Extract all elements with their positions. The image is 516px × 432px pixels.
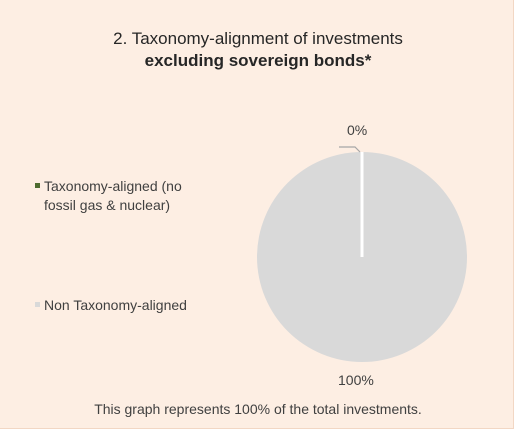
data-label-leader-line: [339, 146, 361, 153]
chart-title: 2. Taxonomy-alignment of investments: [113, 29, 403, 48]
data-label-aligned: 0%: [347, 122, 368, 138]
legend-swatch-aligned: [35, 183, 40, 188]
legend-item-non-aligned: Non Taxonomy-aligned: [35, 296, 254, 315]
legend-item-taxonomy-aligned: Taxonomy-aligned (no fossil gas & nuclea…: [35, 177, 254, 215]
legend-label-aligned-line1: Taxonomy-aligned (no: [44, 178, 182, 194]
legend-label-non-aligned: Non Taxonomy-aligned: [44, 297, 187, 313]
legend-swatch-non-aligned: [35, 302, 40, 307]
legend-label-aligned-line2: fossil gas & nuclear): [44, 197, 171, 213]
chart-subtitle: excluding sovereign bonds*: [144, 51, 372, 70]
chart-footnote: This graph represents 100% of the total …: [94, 401, 422, 417]
data-label-non-aligned: 100%: [338, 372, 374, 388]
